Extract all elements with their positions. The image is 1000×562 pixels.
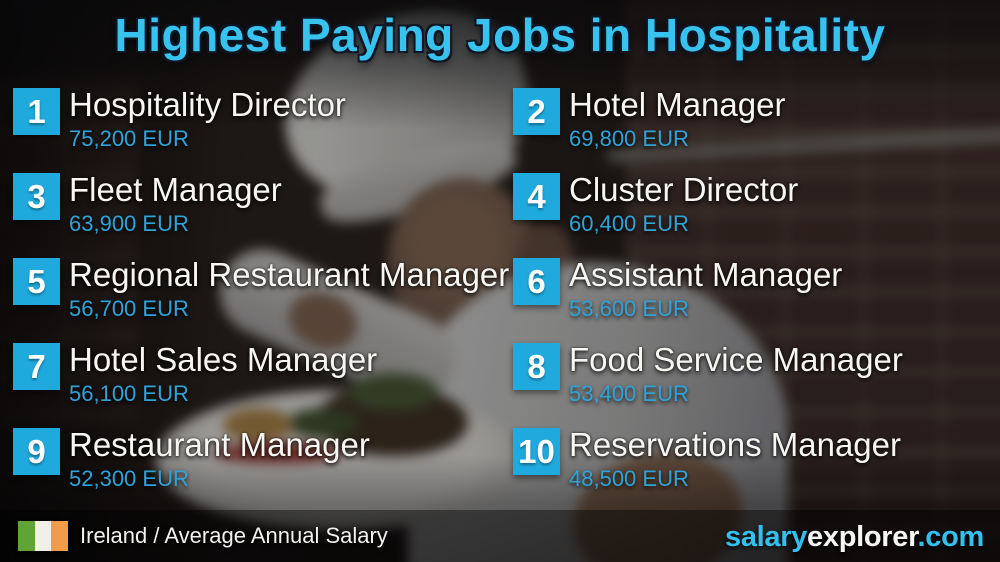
footer-bar: Ireland / Average Annual Salary salaryex…	[0, 510, 1000, 562]
job-title: Fleet Manager	[69, 171, 282, 208]
brand-salary: salary	[724, 521, 808, 553]
flag-green-stripe	[18, 521, 35, 551]
job-salary: 69,800 EUR	[569, 126, 689, 151]
rank-badge: 5	[13, 258, 60, 305]
job-title: Regional Restaurant Manager	[69, 256, 510, 293]
job-item-10: 10 Reservations Manager 48,500 EUR	[513, 426, 1000, 511]
job-list: 1 Hospitality Director 75,200 EUR 2 Hote…	[13, 86, 1000, 511]
brand-dotcom: .com	[917, 521, 985, 553]
rank-badge: 6	[513, 258, 560, 305]
job-title: Food Service Manager	[569, 341, 903, 378]
rank-badge: 2	[513, 88, 560, 135]
job-title: Hotel Sales Manager	[69, 341, 378, 378]
flag-orange-stripe	[51, 521, 69, 551]
brand-logo: salaryexplorer.com	[725, 521, 984, 554]
rank-badge: 9	[13, 428, 60, 475]
page-title: Highest Paying Jobs in Hospitality	[114, 9, 886, 61]
rank-badge: 3	[13, 173, 60, 220]
job-title: Reservations Manager	[569, 426, 901, 463]
job-item-7: 7 Hotel Sales Manager 56,100 EUR	[13, 341, 513, 426]
job-salary: 48,500 EUR	[569, 466, 689, 491]
flag-white-stripe	[34, 521, 52, 551]
job-salary: 53,600 EUR	[569, 296, 689, 321]
job-title: Hotel Manager	[569, 86, 786, 123]
job-salary: 53,400 EUR	[569, 381, 689, 406]
job-title: Hospitality Director	[69, 86, 346, 123]
job-item-9: 9 Restaurant Manager 52,300 EUR	[13, 426, 513, 511]
rank-badge: 1	[13, 88, 60, 135]
job-item-6: 6 Assistant Manager 53,600 EUR	[513, 256, 1000, 341]
ireland-flag-icon	[18, 521, 69, 551]
job-salary: 60,400 EUR	[569, 211, 689, 236]
job-item-5: 5 Regional Restaurant Manager 56,700 EUR	[13, 256, 513, 341]
rank-badge: 10	[513, 428, 560, 475]
footer-caption: Ireland / Average Annual Salary	[80, 523, 388, 548]
job-item-2: 2 Hotel Manager 69,800 EUR	[513, 86, 1000, 171]
job-item-3: 3 Fleet Manager 63,900 EUR	[13, 171, 513, 256]
job-salary: 52,300 EUR	[69, 466, 189, 491]
rank-badge: 4	[513, 173, 560, 220]
job-item-1: 1 Hospitality Director 75,200 EUR	[13, 86, 513, 171]
job-title: Cluster Director	[569, 171, 799, 208]
job-salary: 63,900 EUR	[69, 211, 189, 236]
job-item-4: 4 Cluster Director 60,400 EUR	[513, 171, 1000, 256]
rank-badge: 8	[513, 343, 560, 390]
job-item-8: 8 Food Service Manager 53,400 EUR	[513, 341, 1000, 426]
job-salary: 56,100 EUR	[69, 381, 189, 406]
job-salary: 56,700 EUR	[69, 296, 189, 321]
job-title: Restaurant Manager	[69, 426, 370, 463]
job-title: Assistant Manager	[569, 256, 843, 293]
brand-explorer: explorer	[807, 521, 918, 553]
job-salary: 75,200 EUR	[69, 126, 189, 151]
rank-badge: 7	[13, 343, 60, 390]
